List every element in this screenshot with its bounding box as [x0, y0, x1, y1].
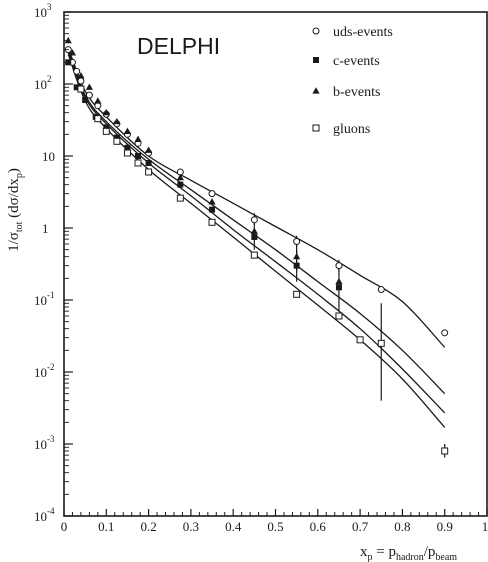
- x-tick-label: 0.1: [98, 519, 114, 534]
- c-events-point: [293, 262, 300, 269]
- c-events-point: [209, 206, 216, 213]
- y-tick-label: 102: [34, 74, 52, 92]
- b-events-point: [64, 36, 72, 44]
- b-events-point: [94, 97, 102, 104]
- uds-events-point: [293, 237, 301, 245]
- legend-label-b-events: b-events: [333, 85, 380, 100]
- gluons-point: [441, 447, 449, 455]
- uds-events-point: [250, 216, 258, 224]
- b-events-point: [293, 252, 301, 260]
- uds-events-point: [377, 285, 385, 293]
- x-axis-label: xp = phadron/pbeam: [360, 544, 457, 562]
- x-tick-label: 0: [61, 519, 68, 534]
- data-points: [64, 36, 449, 455]
- y-tick-label: 1: [42, 221, 49, 236]
- axis-ticks: [63, 11, 488, 517]
- legend-marker-c-events: [313, 57, 319, 63]
- gluons-point: [77, 85, 85, 93]
- b-events-point: [77, 71, 85, 79]
- b-events-point: [134, 135, 142, 143]
- x-tick-label: 0.2: [140, 519, 156, 534]
- c-events-point: [82, 96, 89, 103]
- x-tick-label: 0.8: [394, 519, 410, 534]
- c-events-point: [103, 124, 110, 131]
- y-tick-label: 10-3: [34, 434, 55, 452]
- uds-events-point: [441, 329, 449, 337]
- gluons-point: [250, 251, 258, 259]
- b-events-point: [176, 173, 184, 181]
- b-events-point: [85, 83, 93, 90]
- y-tick-label: 103: [34, 2, 52, 20]
- uds-events-point: [77, 77, 85, 85]
- y-axis-label: 1/σtot (dσ/dxp): [6, 168, 25, 252]
- legend-marker-b-events: [312, 87, 320, 94]
- b-events-point: [102, 108, 110, 116]
- y-tick-label: 10: [42, 149, 55, 164]
- gluons-point: [377, 339, 385, 347]
- b-events-point: [208, 198, 216, 205]
- c-events-point: [145, 159, 152, 166]
- uds-events-point: [85, 91, 93, 99]
- x-tick-label: 1: [482, 519, 488, 534]
- c-events-point: [251, 233, 258, 240]
- c-events-point: [73, 84, 80, 91]
- c-events-point: [124, 144, 131, 151]
- tick-labels: 0 0.1 0.2 0.3 0.4 0.5 0.6 0.7 0.8 0.9 1 10-4 10-3 10-…: [34, 2, 488, 534]
- gluons-point: [123, 149, 131, 157]
- legend-marker-gluons: [312, 124, 320, 132]
- chart-title: DELPHI: [137, 33, 220, 59]
- legend-marker-uds-events: [312, 27, 320, 35]
- b-events-point: [123, 127, 132, 134]
- legend-label-uds-events: uds-events: [333, 25, 393, 40]
- b-events-point: [113, 117, 121, 125]
- x-tick-label: 0.3: [183, 519, 199, 534]
- x-tick-label: 0.4: [225, 519, 242, 534]
- gluons-point: [208, 218, 216, 226]
- c-events-point: [177, 181, 184, 188]
- gluons-point: [356, 336, 364, 344]
- b-events-point: [250, 227, 258, 234]
- legend: uds-events c-events b-events gluons: [312, 25, 393, 137]
- gluons-point: [176, 194, 184, 202]
- x-tick-label: 0.7: [352, 519, 369, 534]
- b-events-point: [68, 49, 77, 56]
- gluons-point: [113, 137, 121, 145]
- c-events-point: [135, 153, 142, 159]
- uds-events-point: [208, 190, 216, 198]
- x-tick-label: 0.9: [437, 519, 453, 534]
- uds-events-point: [73, 67, 81, 75]
- x-tick-label: 0.5: [267, 519, 283, 534]
- legend-label-c-events: c-events: [333, 54, 380, 69]
- gluons-point: [145, 168, 153, 176]
- b-events-point: [335, 277, 343, 285]
- gluons-point: [102, 127, 110, 135]
- gluons-point: [94, 115, 102, 123]
- fit-curve: [67, 49, 446, 395]
- c-events-point: [113, 134, 120, 141]
- x-tick-label: 0.6: [310, 519, 327, 534]
- y-tick-label: 10-4: [34, 506, 55, 524]
- y-tick-label: 10-1: [34, 290, 55, 308]
- c-events-point: [335, 284, 342, 291]
- b-events-point: [145, 146, 153, 153]
- y-tick-label: 10-2: [34, 362, 55, 380]
- gluons-point: [134, 159, 142, 167]
- gluons-point: [335, 312, 343, 320]
- gluons-point: [293, 290, 301, 298]
- uds-events-point: [335, 262, 343, 270]
- legend-label-gluons: gluons: [333, 122, 370, 137]
